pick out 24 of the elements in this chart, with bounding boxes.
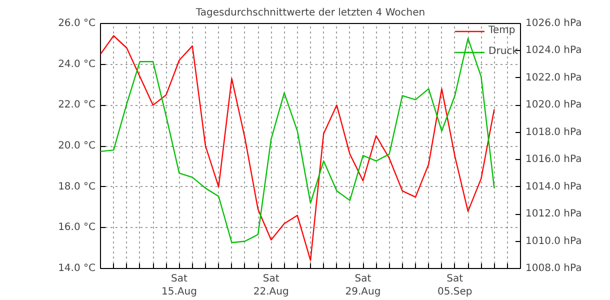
y2-tick-label: 1024.0 hPa	[526, 45, 582, 56]
y2-tick-label: 1022.0 hPa	[526, 72, 582, 84]
y-tick-label: 14.0 °C	[58, 263, 96, 274]
chart-title: Tagesdurchschnittwerte der letzten 4 Wochen	[194, 8, 426, 18]
x-tick-label: Sat 05.Sep	[438, 274, 472, 298]
y2-tick-label: 1010.0 hPa	[526, 236, 582, 247]
y-tick-label: 20.0 °C	[58, 140, 96, 152]
y2-tick-label: 1014.0 hPa	[526, 181, 582, 192]
y2-tick-label: 1016.0 hPa	[526, 154, 582, 166]
x-tick-label: Sat 22.Aug	[253, 274, 289, 298]
y2-tick-label: 1020.0 hPa	[526, 100, 582, 111]
legend-label: Druck	[488, 46, 518, 57]
y2-tick-label: 1008.0 hPa	[526, 263, 582, 274]
y2-tick-label: 1026.0 hPa	[526, 18, 582, 29]
y-tick-label: 16.0 °C	[58, 222, 96, 234]
y-tick-label: 18.0 °C	[58, 181, 96, 192]
x-tick-label: Sat 29.Aug	[345, 274, 381, 298]
y-tick-label: 22.0 °C	[58, 100, 96, 111]
x-tick-label: Sat 15.Aug	[162, 274, 197, 298]
y-tick-label: 24.0 °C	[58, 58, 96, 70]
y2-tick-label: 1012.0 hPa	[526, 208, 582, 220]
y2-tick-label: 1018.0 hPa	[526, 126, 582, 138]
legend-label: Temp	[488, 25, 516, 36]
y-tick-label: 26.0 °C	[58, 18, 96, 29]
